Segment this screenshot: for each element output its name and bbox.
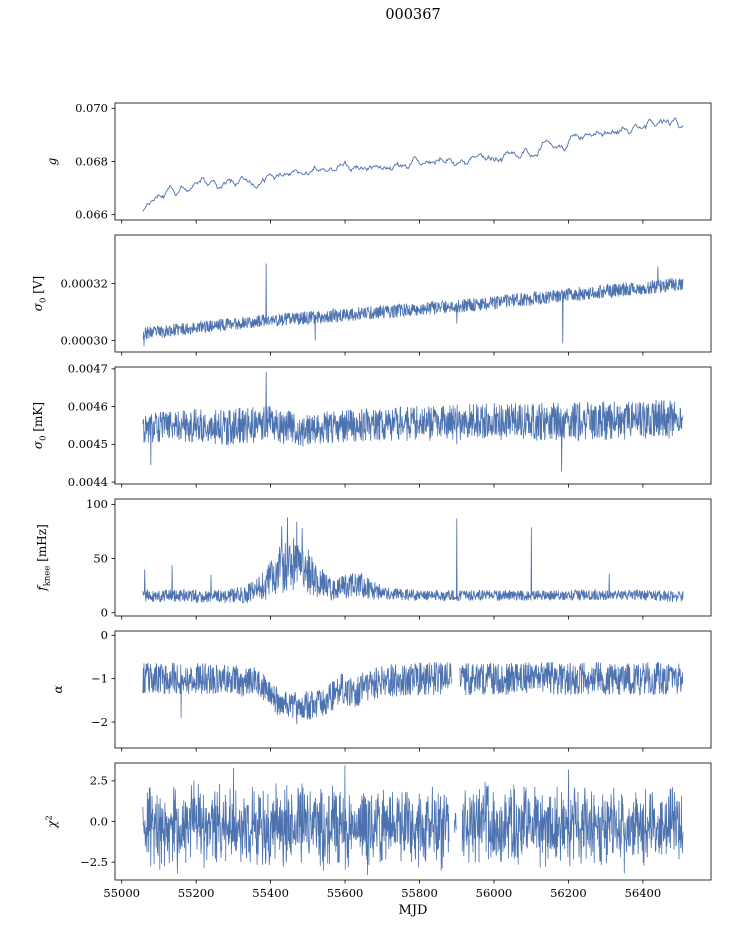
y-axis-label-g: g xyxy=(45,157,59,165)
x-tick-label: 55200 xyxy=(178,886,215,900)
y-tick-label: 0.00032 xyxy=(60,276,108,290)
subplot-chi2: 2.5 0.0 −2.5 55000 55200 55400 55600 55800 56000… xyxy=(45,762,712,900)
series-g xyxy=(142,117,684,212)
y-tick-label: 0.070 xyxy=(75,101,108,115)
y-tick-label: −2 xyxy=(91,715,108,729)
y-axis-label-fknee: fknee [mHz] xyxy=(35,524,53,591)
x-tick-label: 56200 xyxy=(550,886,587,900)
y-tick-label: 0.0045 xyxy=(68,437,108,451)
axes-frame xyxy=(114,498,712,617)
y-axis-label-sigma0_V: σ0 [V] xyxy=(31,276,49,311)
subplot-sigma0_V: 0.00030 0.00032 σ0 [V] xyxy=(31,234,712,356)
series-sigma0_V xyxy=(142,263,684,347)
subplot-sigma0_mK: 0.0044 0.0045 0.0046 0.0047 σ0 [mK] xyxy=(31,362,712,489)
x-tick-label: 56000 xyxy=(476,886,513,900)
series-sigma0_mK xyxy=(142,371,684,472)
x-tick-label: 55600 xyxy=(327,886,364,900)
figure-title: 000367 xyxy=(385,7,441,23)
series-chi2 xyxy=(142,765,684,876)
y-tick-label: 100 xyxy=(86,497,108,511)
y-axis-label-alpha: α xyxy=(51,685,65,693)
y-tick-label: 0.068 xyxy=(75,154,108,168)
y-axis-label-chi2: χ2 xyxy=(45,815,60,829)
axes-frame xyxy=(114,630,712,749)
y-tick-label: −1 xyxy=(91,671,108,685)
series-fknee xyxy=(142,517,684,604)
y-tick-label: 0.00030 xyxy=(60,333,108,347)
axes-frame xyxy=(114,234,712,353)
x-tick-label: 56400 xyxy=(625,886,662,900)
x-axis-label: MJD xyxy=(398,903,428,918)
axes-frame xyxy=(114,102,712,221)
y-tick-label: 0.066 xyxy=(75,207,108,221)
y-tick-label: 0.0047 xyxy=(68,362,108,376)
y-tick-label: 0.0 xyxy=(90,814,108,828)
x-tick-label: 55800 xyxy=(401,886,438,900)
y-tick-label: 50 xyxy=(93,551,108,565)
y-tick-label: 0 xyxy=(101,628,108,642)
series-alpha xyxy=(142,662,684,725)
x-tick-label: 55400 xyxy=(252,886,289,900)
subplot-alpha: 0 −1 −2 α xyxy=(51,628,712,752)
subplot-fknee: 0 50 100 fknee [mHz] xyxy=(35,497,712,620)
y-axis-label-sigma0_mK: σ0 [mK] xyxy=(31,402,49,449)
x-tick-label: 55000 xyxy=(103,886,140,900)
y-tick-label: 0.0044 xyxy=(68,475,108,489)
y-tick-label: 0 xyxy=(101,606,108,620)
subplot-g: 0.066 0.068 0.070 g xyxy=(45,101,712,224)
axes-frame xyxy=(114,366,712,485)
y-tick-label: 2.5 xyxy=(90,774,108,788)
y-tick-label: 0.0046 xyxy=(68,399,108,413)
y-tick-label: −2.5 xyxy=(80,855,108,869)
